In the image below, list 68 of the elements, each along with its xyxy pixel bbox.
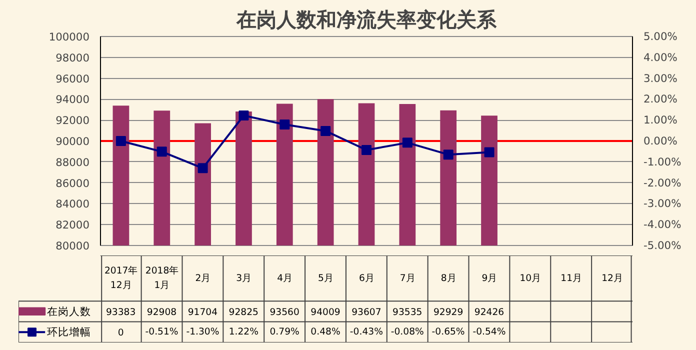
x-tick-label: 12月 — [602, 272, 622, 284]
point — [280, 119, 290, 130]
data-label: 92825 — [228, 306, 259, 318]
data-label: -0.54% — [472, 326, 506, 338]
x-tick-label: 4月 — [277, 272, 292, 284]
x-tick-label: 2月 — [195, 272, 210, 284]
y-tick-label: 100000 — [48, 30, 90, 44]
x-tick-label: 3月 — [236, 272, 252, 284]
point — [402, 138, 412, 148]
y-tick-label: 94000 — [56, 93, 90, 106]
y-tick-label: 84000 — [56, 198, 90, 211]
x-tick-label: 10月 — [520, 272, 541, 284]
data-label: 93383 — [106, 306, 136, 318]
data-label: -0.51% — [145, 326, 178, 338]
x-tick-label: 8月 — [440, 272, 456, 284]
legend-label: 环比增幅 — [47, 326, 92, 339]
y2-tick-label: 2.00% — [644, 92, 678, 106]
y2-tick-label: 0.00% — [644, 134, 678, 148]
point — [156, 146, 167, 157]
x-tick-label: 9月 — [482, 272, 497, 284]
point — [320, 126, 331, 136]
x-tick-label: 2017年 12月 — [104, 266, 138, 291]
y2-tick-label: -1.00% — [644, 155, 682, 168]
y-tick-label: 92000 — [56, 114, 90, 128]
data-label: 94009 — [310, 306, 340, 318]
data-label: 0.48% — [310, 326, 340, 338]
y-tick-label: 90000 — [56, 135, 90, 148]
data-label: 92908 — [146, 306, 177, 318]
x-tick-label: 6月 — [358, 272, 374, 284]
data-label: 92426 — [474, 306, 504, 318]
y-tick-label: 80000 — [56, 240, 90, 252]
y-tick-label: 98000 — [56, 51, 90, 64]
y2-tick-label: -2.00% — [644, 176, 682, 190]
x-tick-label: 11月 — [560, 272, 582, 284]
data-label: -0.08% — [390, 326, 424, 338]
y-tick-label: 82000 — [56, 218, 90, 232]
data-label: 93607 — [352, 306, 382, 318]
y-tick-label: 96000 — [56, 72, 90, 86]
data-label: 0 — [118, 328, 124, 339]
y2-tick-label: 3.00% — [644, 72, 678, 85]
x-tick-label: 7月 — [400, 272, 415, 284]
y-tick-label: 88000 — [56, 156, 90, 169]
y2-tick-label: 4.00% — [644, 50, 678, 64]
data-label: 1.22% — [228, 326, 259, 338]
data-label: 0.79% — [270, 326, 300, 338]
data-label: 91704 — [188, 306, 218, 318]
x-tick-label: 2018年 1月 — [145, 266, 178, 291]
chart-title: 在岗人数和净流失率变化关系 — [236, 8, 498, 32]
y2-tick-label: -4.00% — [644, 218, 682, 232]
y-tick-label: 86000 — [56, 176, 90, 190]
data-label: 93535 — [392, 306, 422, 318]
point — [484, 147, 494, 158]
x-tick-label: 5月 — [318, 272, 333, 284]
data-label: -1.30% — [186, 326, 220, 338]
point — [238, 110, 249, 120]
y2-tick-label: 1.00% — [644, 114, 678, 127]
legend-label: 在岗人数 — [47, 304, 92, 318]
data-label: 93560 — [270, 306, 300, 318]
data-label: -0.43% — [350, 326, 384, 338]
y2-tick-label: -3.00% — [644, 197, 682, 210]
y2-tick-label: -5.00% — [644, 239, 682, 252]
point — [362, 144, 372, 155]
point — [443, 150, 454, 160]
point — [198, 163, 208, 174]
data-label: -0.65% — [432, 326, 465, 338]
data-label: 92929 — [433, 306, 464, 318]
y2-tick-label: 5.00% — [644, 30, 678, 43]
point — [116, 136, 126, 146]
